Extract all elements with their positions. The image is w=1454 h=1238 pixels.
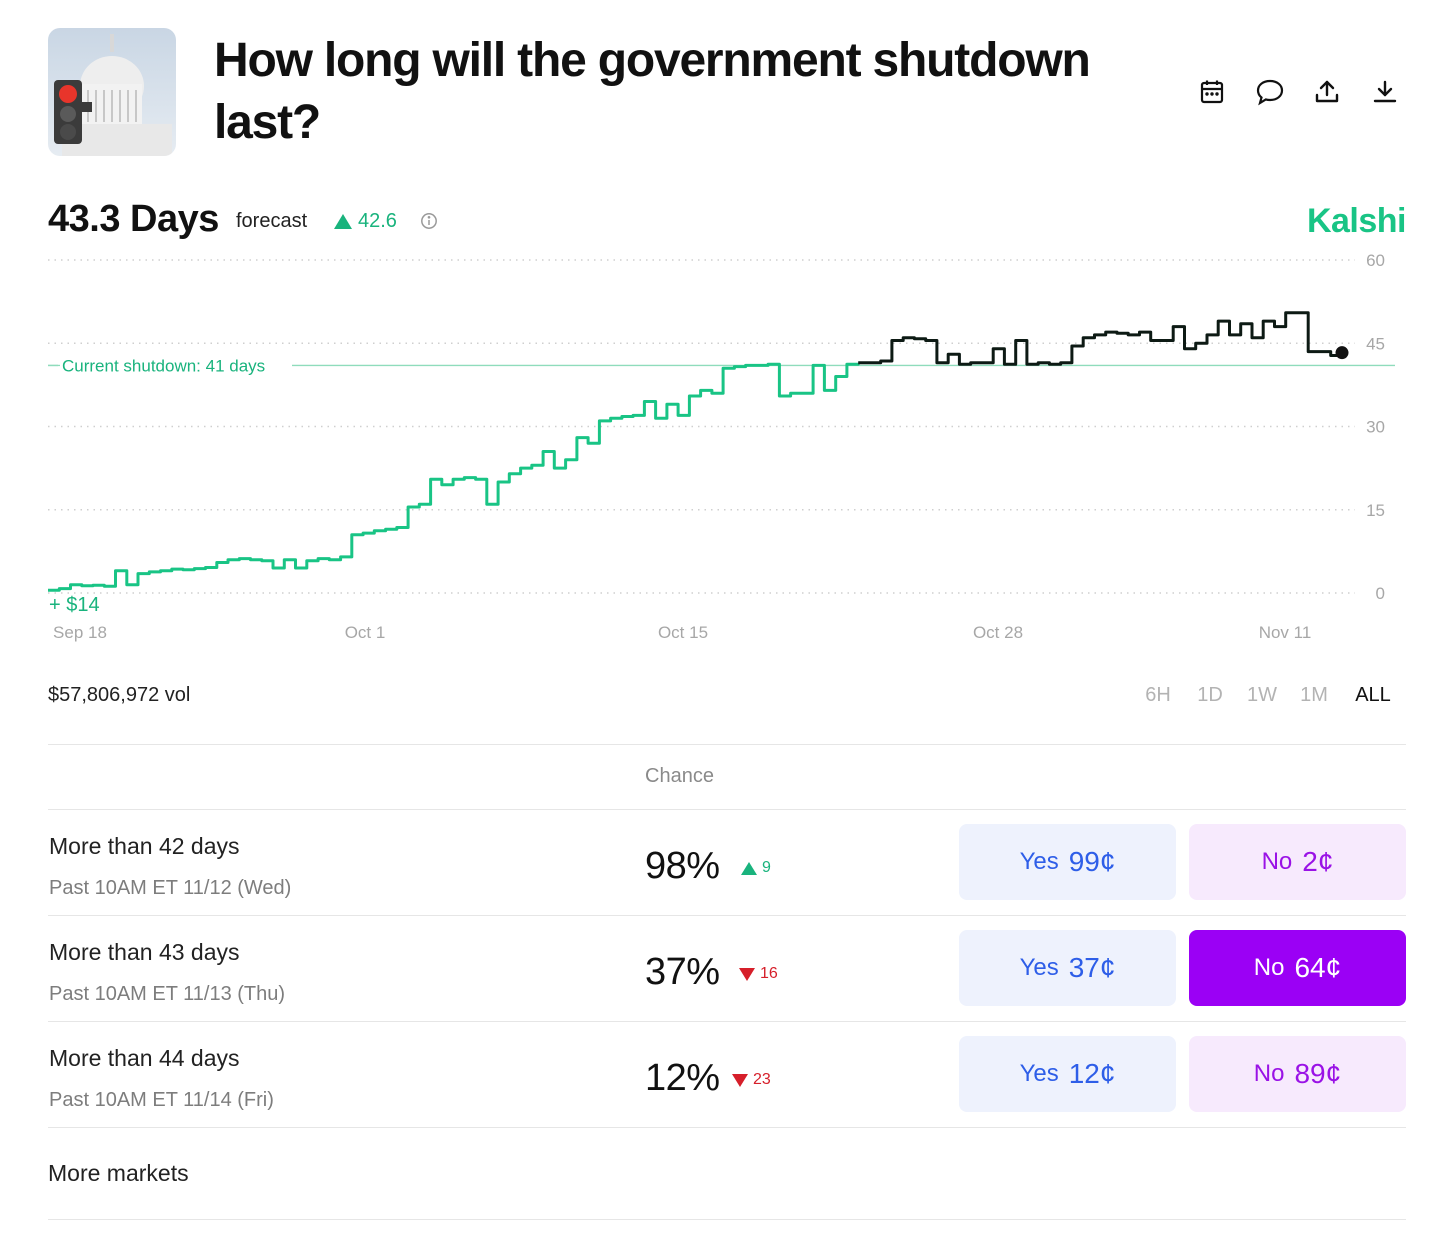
divider <box>48 1219 1406 1220</box>
x-tick-label: Oct 1 <box>345 623 386 642</box>
yes-label: Yes <box>1019 1060 1059 1087</box>
market-row: More than 42 days Past 10AM ET 11/12 (We… <box>48 815 1406 921</box>
brand-logo: Kalshi <box>1306 202 1407 240</box>
range-6h[interactable]: 6H <box>1145 684 1171 706</box>
forecast-chart: 60 45 30 15 0 Current shutdown: 41 days Sep … <box>48 251 1395 642</box>
no-button[interactable]: No 89¢ <box>1189 1036 1406 1112</box>
yes-button[interactable]: Yes 37¢ <box>959 930 1176 1006</box>
download-icon[interactable] <box>1367 74 1403 110</box>
y-tick-label: 60 <box>1366 251 1385 270</box>
triangle-up-icon <box>741 861 757 875</box>
page-title: How long will the government shutdown la… <box>214 34 1091 149</box>
range-1m[interactable]: 1M <box>1300 684 1328 706</box>
share-icon[interactable] <box>1309 74 1345 110</box>
market-subtitle: Past 10AM ET 11/12 (Wed) <box>49 877 292 899</box>
market-delta-value: 9 <box>762 859 771 876</box>
series-line-history <box>48 362 860 592</box>
range-all[interactable]: ALL <box>1355 684 1391 706</box>
market-subtitle: Past 10AM ET 11/14 (Fri) <box>49 1089 274 1111</box>
chance-header: Chance <box>645 765 714 787</box>
yes-button[interactable]: Yes 99¢ <box>959 824 1176 900</box>
divider <box>48 809 1406 810</box>
market-title: More than 43 days <box>49 939 240 965</box>
market-row: More than 43 days Past 10AM ET 11/13 (Th… <box>48 921 1406 1027</box>
market-chance: 12% <box>645 1057 720 1099</box>
market-row: More than 44 days Past 10AM ET 11/14 (Fr… <box>48 1027 1406 1133</box>
market-delta-value: 23 <box>753 1071 771 1088</box>
market-delta-value: 16 <box>760 965 778 982</box>
divider <box>48 1127 1406 1128</box>
yes-price: 37¢ <box>1068 952 1116 983</box>
calendar-icon[interactable] <box>1194 74 1230 110</box>
no-button[interactable]: No 2¢ <box>1189 824 1406 900</box>
market-chance: 37% <box>645 951 720 993</box>
market-subtitle: Past 10AM ET 11/13 (Thu) <box>49 983 286 1005</box>
range-selector: 6H 1D 1W 1M ALL <box>1132 684 1406 707</box>
more-markets-link[interactable]: More markets <box>48 1160 189 1186</box>
no-price: 64¢ <box>1294 952 1342 983</box>
y-tick-label: 45 <box>1366 334 1385 353</box>
x-tick-label: Oct 28 <box>973 623 1023 642</box>
y-tick-label: 30 <box>1366 418 1385 437</box>
no-button[interactable]: No 64¢ <box>1189 930 1406 1006</box>
divider <box>48 744 1406 745</box>
series-endpoint <box>1335 346 1349 360</box>
x-tick-label: Nov 11 <box>1259 623 1312 642</box>
forecast-label: forecast <box>236 210 308 232</box>
yes-price: 99¢ <box>1068 846 1116 877</box>
divider <box>48 1021 1406 1022</box>
market-delta: 16 <box>739 965 778 983</box>
reference-label: Current shutdown: 41 days <box>62 356 265 375</box>
x-tick-label: Oct 15 <box>658 623 708 642</box>
series-line-recent <box>858 311 1344 366</box>
market-title: More than 42 days <box>49 833 240 859</box>
divider <box>48 915 1406 916</box>
triangle-up-icon <box>334 214 352 229</box>
start-value-label: + $14 <box>49 594 100 616</box>
market-chance: 98% <box>645 845 720 887</box>
no-label: No <box>1253 954 1285 981</box>
no-label: No <box>1253 1060 1285 1087</box>
x-tick-label: Sep 18 <box>53 623 107 642</box>
market-delta: 9 <box>741 859 771 877</box>
comment-icon[interactable] <box>1252 74 1288 110</box>
info-icon[interactable] <box>420 212 438 235</box>
market-title: More than 44 days <box>49 1045 240 1071</box>
reference-label-bg <box>58 354 292 377</box>
forecast-change-value: 42.6 <box>358 210 397 232</box>
market-delta: 23 <box>732 1071 771 1089</box>
market-thumbnail <box>48 28 176 156</box>
yes-price: 12¢ <box>1068 1058 1116 1089</box>
volume-label: $57,806,972 vol <box>48 684 191 706</box>
forecast-change: 42.6 <box>334 210 397 233</box>
yes-label: Yes <box>1019 848 1059 875</box>
no-price: 2¢ <box>1302 846 1334 877</box>
range-1w[interactable]: 1W <box>1247 684 1277 706</box>
no-price: 89¢ <box>1294 1058 1342 1089</box>
y-tick-label: 15 <box>1366 501 1385 520</box>
y-tick-label: 0 <box>1376 584 1385 603</box>
yes-label: Yes <box>1019 954 1059 981</box>
range-1d[interactable]: 1D <box>1197 684 1223 706</box>
triangle-down-icon <box>732 1073 748 1087</box>
triangle-down-icon <box>739 967 755 981</box>
yes-button[interactable]: Yes 12¢ <box>959 1036 1176 1112</box>
forecast-value: 43.3 Days <box>48 198 219 240</box>
no-label: No <box>1261 848 1293 875</box>
